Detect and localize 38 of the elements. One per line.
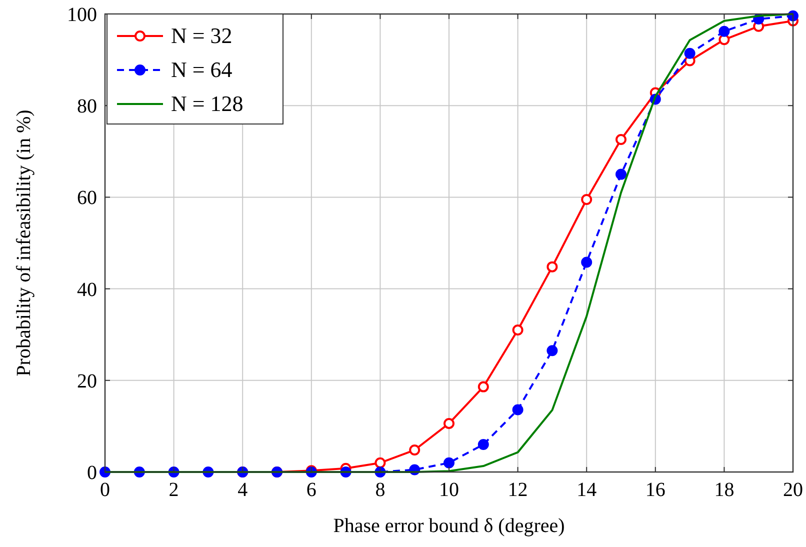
- x-tick-label: 14: [576, 479, 597, 501]
- legend-label: N = 32: [171, 23, 232, 48]
- x-tick-label: 2: [168, 479, 179, 501]
- point: [374, 457, 386, 468]
- point: [444, 457, 454, 468]
- point: [546, 261, 558, 272]
- point: [616, 134, 626, 145]
- y-axis-title: Probability of infeasibility (in %): [13, 110, 35, 376]
- point: [444, 418, 454, 429]
- point: [684, 48, 696, 59]
- point: [478, 439, 489, 450]
- y-tick-label: 60: [77, 187, 97, 210]
- x-tick-label: 10: [439, 479, 459, 501]
- point: [581, 194, 592, 205]
- legend-label: N = 128: [171, 91, 244, 116]
- x-tick-label: 18: [714, 479, 734, 501]
- y-tick-label: 40: [77, 278, 97, 301]
- point: [478, 381, 489, 392]
- x-tick-label: 12: [508, 479, 528, 501]
- point: [100, 466, 110, 478]
- x-tick-label: 20: [783, 479, 803, 501]
- point: [718, 26, 730, 37]
- point: [512, 404, 524, 416]
- y-tick-label: 80: [77, 96, 97, 118]
- x-axis-title: Phase error bound δ (degree): [333, 515, 565, 537]
- legend-label: N = 64: [171, 57, 232, 82]
- point: [616, 168, 626, 180]
- y-tick-label: 100: [67, 4, 97, 26]
- x-tick-label: 16: [645, 479, 666, 501]
- point: [546, 345, 558, 356]
- y-tick-label: 0: [87, 462, 97, 484]
- point: [512, 324, 524, 336]
- x-tick-label: 8: [375, 479, 386, 501]
- y-tick-label: 20: [77, 370, 97, 392]
- point: [409, 444, 420, 456]
- point: [581, 256, 592, 268]
- x-tick-label: 4: [238, 479, 248, 501]
- x-tick-label: 6: [306, 479, 316, 501]
